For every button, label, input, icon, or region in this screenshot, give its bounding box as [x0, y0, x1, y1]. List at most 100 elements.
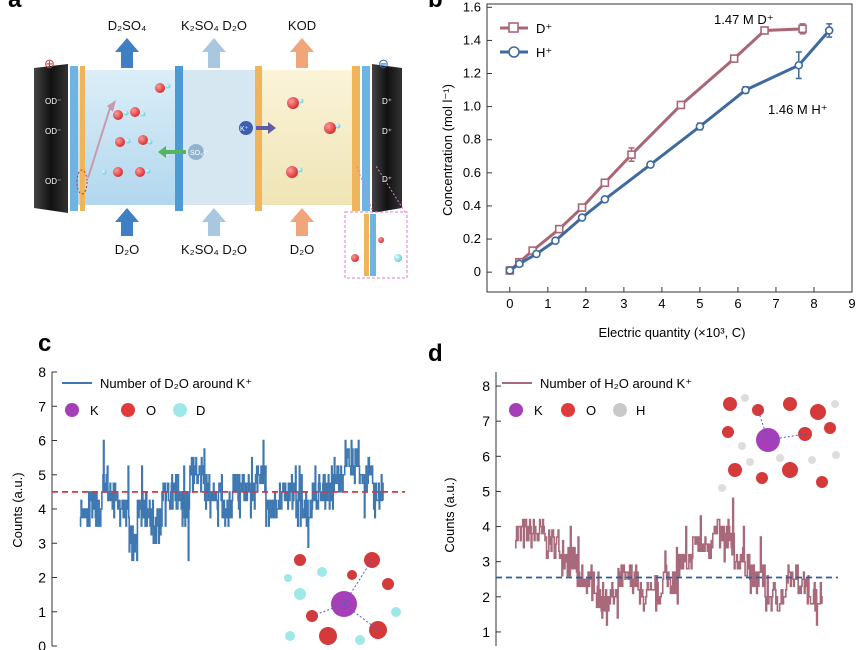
b-xtick-label: 6 — [734, 296, 741, 311]
panel-a-schematic: ⊕ ⊖ OD⁻ OD⁻ OD⁻ D⁺ D⁺ D⁺ SO₄²⁻ K⁺ — [34, 18, 408, 279]
d-ytick-label: 1 — [482, 624, 490, 640]
c-legend-label: Number of D₂O around K⁺ — [100, 376, 252, 391]
c-ytick-label: 7 — [38, 398, 46, 414]
dplus-ion-label: D⁺ — [382, 127, 392, 136]
cathode-sign: ⊖ — [378, 56, 389, 71]
c-ytick-label: 8 — [38, 364, 46, 380]
chamber-acid — [72, 70, 180, 205]
d-trace-line — [514, 497, 823, 626]
b-ytick-label: 1.0 — [463, 99, 481, 114]
dplus-ion-label: D⁺ — [382, 175, 392, 184]
b-ytick-label: 0.4 — [463, 198, 481, 213]
b-point-d — [627, 150, 636, 159]
b-point-h — [505, 266, 515, 275]
c-trace-line — [79, 439, 384, 562]
panel-letter-d: d — [428, 340, 443, 367]
b-point-d — [798, 24, 807, 34]
b-xtick-label: 9 — [848, 296, 855, 311]
b-point-h — [794, 60, 804, 70]
b-xtick-label: 7 — [772, 296, 779, 311]
molecules-acid — [76, 83, 171, 195]
membrane-5 — [352, 66, 360, 211]
membrane-1 — [70, 66, 78, 211]
bottom-label-3: D₂O — [290, 242, 315, 257]
b-legend: D⁺ H⁺ — [500, 21, 552, 60]
panel-c-chart: 0 1 2 3 4 5 6 7 8 Counts (a.u.) Number of D₂O ar… — [10, 364, 405, 650]
so4-label: SO₄²⁻ — [190, 150, 209, 157]
b-xtick-label: 4 — [658, 296, 665, 311]
b-ytick-label: 0.2 — [463, 231, 481, 246]
potassium-ion: K⁺ — [239, 121, 276, 135]
b-point-h — [695, 122, 705, 131]
c-species-d: D — [196, 403, 205, 418]
kplus-label: K⁺ — [240, 126, 249, 133]
d-ytick-label: 3 — [482, 554, 490, 570]
c-md-snapshot — [282, 548, 401, 650]
b-xtick-label: 0 — [506, 296, 513, 311]
b-point-h — [532, 249, 541, 259]
b-ytick-label: 0.8 — [463, 132, 481, 147]
d-ylabel: Counts (a.u.) — [442, 477, 457, 552]
panel-letter-a: a — [8, 0, 21, 14]
panel-letter-b: b — [428, 0, 443, 14]
b-xlabel: Electric quantity (×10³, C) — [598, 325, 745, 340]
bottom-label-2: K₂SO₄ D₂O — [181, 242, 247, 257]
b-ylabel: Concentration (mol l⁻¹) — [440, 84, 455, 216]
c-ylabel: Counts (a.u.) — [10, 472, 25, 547]
anode-plate — [34, 64, 68, 213]
c-ytick-label: 3 — [38, 535, 46, 551]
c-ytick-label: 5 — [38, 467, 46, 483]
od-ion-label: OD⁻ — [45, 177, 61, 186]
panel-letter-c: c — [38, 330, 52, 357]
b-point-d — [577, 203, 587, 212]
d-species-k: K — [534, 403, 543, 418]
b-xtick-label: 2 — [582, 296, 589, 311]
d-legend-label: Number of H₂O around K⁺ — [540, 376, 692, 391]
od-ion-label: OD⁻ — [45, 127, 61, 136]
d-ytick-label: 7 — [482, 413, 490, 429]
c-ytick-label: 2 — [38, 570, 46, 586]
c-ytick-label: 4 — [38, 501, 46, 517]
b-xtick-label: 1 — [544, 296, 551, 311]
b-plot-frame — [486, 3, 853, 293]
dplus-ion-label: D⁺ — [382, 97, 392, 106]
top-label-1: D₂SO₄ — [108, 18, 147, 33]
membrane-2 — [80, 66, 85, 211]
molecules-base — [286, 97, 341, 178]
b-point-h — [741, 85, 750, 95]
b-ytick-label: 0 — [474, 264, 481, 279]
c-ytick-label: 0 — [38, 638, 46, 650]
b-point-h — [577, 213, 587, 222]
bottom-arrows — [115, 208, 314, 236]
b-point-d — [760, 26, 769, 35]
b-annotation-h: 1.46 M H⁺ — [768, 102, 828, 117]
top-label-3: KOD — [288, 18, 316, 33]
d-ytick-label: 6 — [482, 448, 490, 464]
membrane-3 — [175, 66, 183, 211]
b-point-h — [600, 195, 610, 204]
d-species-o: O — [586, 403, 596, 418]
d-ytick-label: 5 — [482, 483, 490, 499]
chamber-salt — [180, 70, 260, 205]
panel-d-chart: 1 2 3 4 5 6 7 8 Counts (a.u.) Number of H₂O aro… — [442, 372, 840, 646]
b-ytick-label: 1.2 — [463, 66, 481, 81]
anode-sign: ⊕ — [44, 56, 55, 71]
b-ytick-label: 0.6 — [463, 165, 481, 180]
b-series-line-1 — [508, 29, 831, 272]
b-series-line-0 — [508, 27, 803, 272]
b-point-d — [554, 224, 564, 234]
d-ytick-label: 4 — [482, 519, 490, 535]
top-arrows — [115, 38, 314, 68]
b-xtick-label: 5 — [696, 296, 703, 311]
b-point-d — [729, 54, 739, 63]
b-legend-h: H⁺ — [536, 45, 552, 60]
c-legend: Number of D₂O around K⁺ K O D — [62, 376, 252, 418]
d-md-snapshot — [718, 392, 840, 494]
cathode-plate — [372, 64, 402, 213]
sulfate-ion: SO₄²⁻ — [158, 144, 209, 160]
membrane-6 — [362, 66, 370, 211]
c-species-k: K — [90, 403, 99, 418]
d-species-h: H — [636, 403, 645, 418]
b-annotation-d: 1.47 M D⁺ — [714, 12, 774, 27]
d-legend: Number of H₂O around K⁺ K O H — [502, 376, 692, 418]
